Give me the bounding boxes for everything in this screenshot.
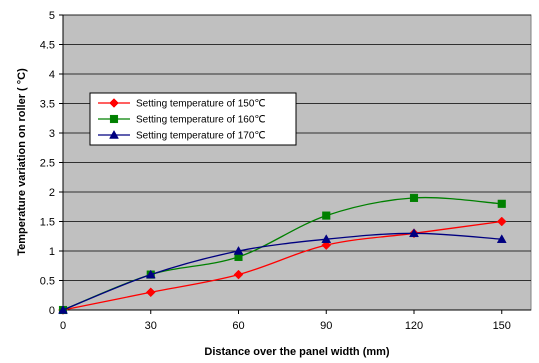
x-tick-label: 150 [493, 320, 511, 332]
series-group [58, 193, 507, 315]
x-tick-labels: 0 30 60 90 120 150 [60, 320, 511, 332]
y-tick-labels: 0 0.5 1 1.5 2 2.5 3 3.5 4 4.5 5 [40, 10, 55, 317]
gridlines [63, 14, 531, 281]
data-point-series-2 [497, 199, 506, 208]
legend-marker-3 [109, 129, 119, 139]
y-axis-title: Temperature variation on roller ( °C) [16, 68, 28, 256]
y-tick-label: 4.5 [40, 40, 55, 52]
y-tick-label: 1 [49, 246, 55, 258]
y-tick-label: 3 [49, 128, 55, 140]
data-point-series-1 [145, 287, 156, 298]
series-line-1 [62, 220, 502, 311]
data-point-series-3 [233, 245, 244, 255]
data-point-series-3 [321, 234, 332, 243]
y-tick-label: 1.5 [40, 217, 55, 229]
data-point-series-1 [496, 216, 507, 227]
x-tick-label: 60 [232, 320, 244, 332]
y-tick-label: 2.5 [40, 158, 55, 170]
data-point-series-3 [409, 228, 419, 238]
y-tick-label: 3.5 [40, 99, 55, 111]
y-tick-label: 2 [49, 187, 55, 199]
legend-marker-2 [109, 114, 119, 124]
x-axis-title: Distance over the panel width (mm) [204, 346, 390, 358]
x-tick-label: 30 [145, 320, 157, 332]
data-point-series-3 [145, 269, 156, 279]
x-tick-label: 120 [405, 320, 423, 332]
legend: Setting temperature of 150℃ Setting tempe… [89, 92, 297, 146]
data-point-series-1 [233, 269, 244, 280]
y-tick-label: 0 [49, 305, 55, 317]
y-tick-label: 4 [49, 69, 55, 81]
x-tick-label: 90 [320, 320, 332, 332]
y-tick-label: 5 [49, 10, 55, 22]
data-point-series-2 [322, 211, 331, 220]
data-point-series-2 [409, 193, 419, 202]
data-point-series-3 [496, 234, 507, 243]
legend-label-2: Setting temperature of 160℃ [136, 115, 266, 126]
data-point-series-3 [58, 304, 68, 314]
legend-label-1: Setting temperature of 150℃ [136, 99, 266, 110]
legend-marker-1 [109, 98, 119, 108]
series-line-3 [62, 232, 502, 311]
axes [59, 14, 531, 314]
x-tick-label: 0 [60, 320, 66, 332]
legend-label-3: Setting temperature of 170℃ [136, 131, 266, 142]
y-tick-label: 0.5 [40, 276, 55, 288]
